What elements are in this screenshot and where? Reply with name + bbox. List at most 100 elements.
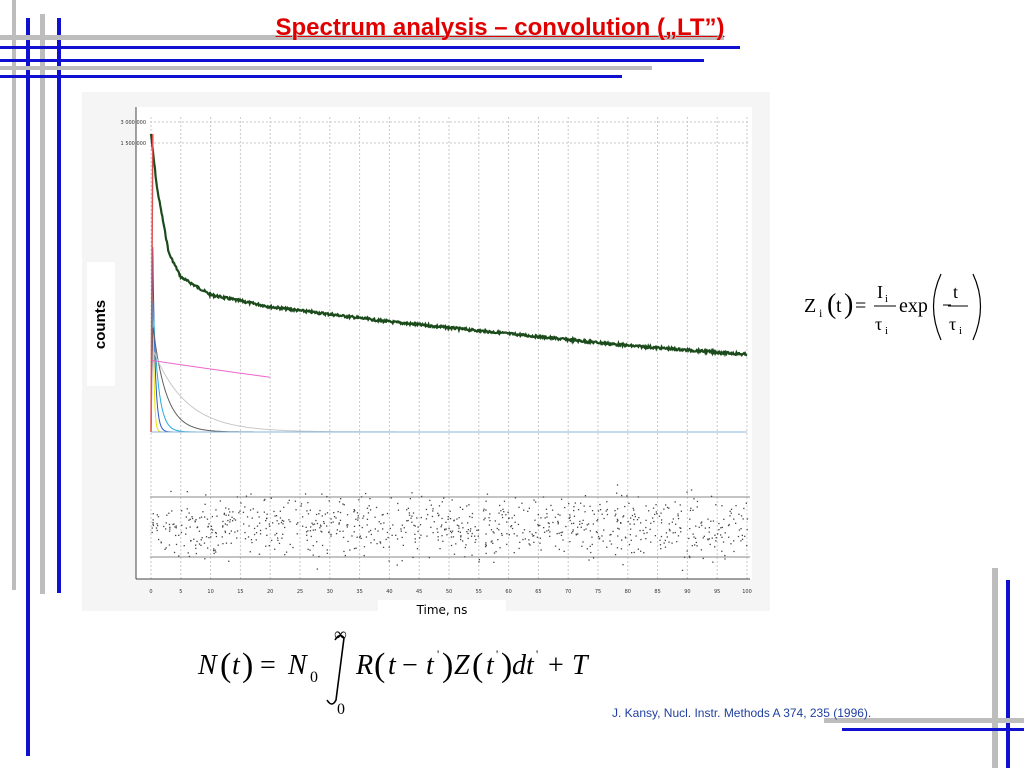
residual-point [535, 501, 537, 503]
residual-point [336, 529, 338, 531]
residual-point [379, 542, 382, 544]
residual-point [485, 545, 487, 547]
residual-point [156, 514, 158, 516]
residual-point [483, 508, 485, 510]
residual-point [720, 534, 722, 536]
residual-point [410, 517, 412, 519]
residual-point [189, 526, 191, 528]
residual-point [151, 531, 153, 534]
residual-point [606, 546, 608, 548]
residual-point [170, 490, 172, 493]
residual-point [571, 532, 573, 534]
residual-point [251, 541, 253, 544]
residual-point [508, 534, 510, 536]
residual-point [630, 528, 632, 530]
residual-point [628, 502, 630, 504]
residual-point [688, 555, 691, 557]
residual-point [616, 518, 619, 520]
residual-point [569, 519, 571, 522]
residual-point [557, 522, 559, 524]
residual-point [631, 514, 634, 517]
residual-point [469, 530, 471, 532]
formula-n-paren4: ) [442, 647, 453, 684]
residual-point [583, 505, 585, 507]
residual-point [318, 513, 320, 515]
x-tick-label: 70 [565, 589, 571, 595]
residual-point [740, 540, 742, 542]
residual-point [577, 526, 579, 528]
residual-point [342, 530, 344, 532]
residual-point [414, 538, 416, 540]
residual-point [554, 545, 557, 547]
residual-point [175, 527, 177, 529]
formula-z-den: τ [875, 314, 882, 334]
residual-point [428, 557, 430, 559]
residual-point [582, 519, 584, 521]
residual-point [219, 500, 221, 502]
residual-point [247, 536, 250, 538]
residual-point [222, 543, 224, 545]
residual-point [205, 536, 208, 538]
residual-point [432, 508, 434, 510]
residual-point [462, 508, 464, 510]
residual-point [357, 515, 359, 517]
residual-point [616, 492, 618, 494]
residual-point [157, 524, 159, 527]
residual-point [326, 525, 328, 527]
residual-point [311, 522, 313, 524]
residual-point [633, 509, 635, 511]
residual-point [550, 504, 552, 507]
residual-point [621, 494, 623, 497]
residual-point [211, 515, 213, 518]
residual-point [338, 522, 340, 524]
residual-point [208, 523, 210, 525]
residual-point [728, 536, 730, 538]
residual-point [256, 511, 259, 513]
residual-point [689, 509, 692, 512]
residual-point [671, 521, 673, 523]
formula-n-t: t [232, 650, 241, 681]
residual-point [462, 540, 464, 542]
residual-point [698, 526, 700, 528]
residual-point [636, 519, 639, 521]
residual-point [343, 550, 345, 553]
residual-point [511, 517, 513, 519]
x-tick-label: 85 [654, 589, 660, 595]
residual-point [632, 507, 634, 510]
residual-point [270, 497, 272, 499]
residual-point [204, 503, 206, 505]
residual-point [309, 509, 311, 511]
formula-z-num: I [877, 282, 883, 302]
residual-point [292, 546, 294, 549]
x-tick-label: 35 [356, 589, 362, 595]
residual-point [419, 524, 422, 526]
residual-point [365, 536, 368, 538]
residual-point [573, 522, 575, 524]
residual-point [680, 510, 682, 512]
residual-point [302, 516, 304, 518]
residual-point [210, 525, 213, 527]
residual-point [253, 527, 256, 530]
residual-point [476, 529, 478, 531]
formula-z-num-sub: i [885, 293, 888, 305]
residual-point [577, 509, 580, 511]
residual-point [650, 541, 652, 543]
residual-point [589, 505, 591, 507]
residual-point [569, 516, 571, 518]
slide-title: Spectrum analysis – convolution („LT”) [275, 14, 725, 41]
residual-point [746, 544, 748, 547]
residual-point [273, 510, 275, 513]
residual-point [408, 514, 411, 516]
residual-point [461, 522, 463, 524]
residual-point [363, 515, 365, 517]
residual-point [353, 509, 355, 511]
residual-point [266, 513, 268, 515]
residual-point [737, 535, 740, 538]
residual-point [246, 516, 249, 518]
residual-point [609, 540, 611, 542]
residual-point [188, 555, 191, 558]
residual-point [306, 510, 308, 512]
residual-point [249, 509, 252, 511]
residual-point [307, 548, 309, 550]
residual-point [448, 527, 450, 529]
